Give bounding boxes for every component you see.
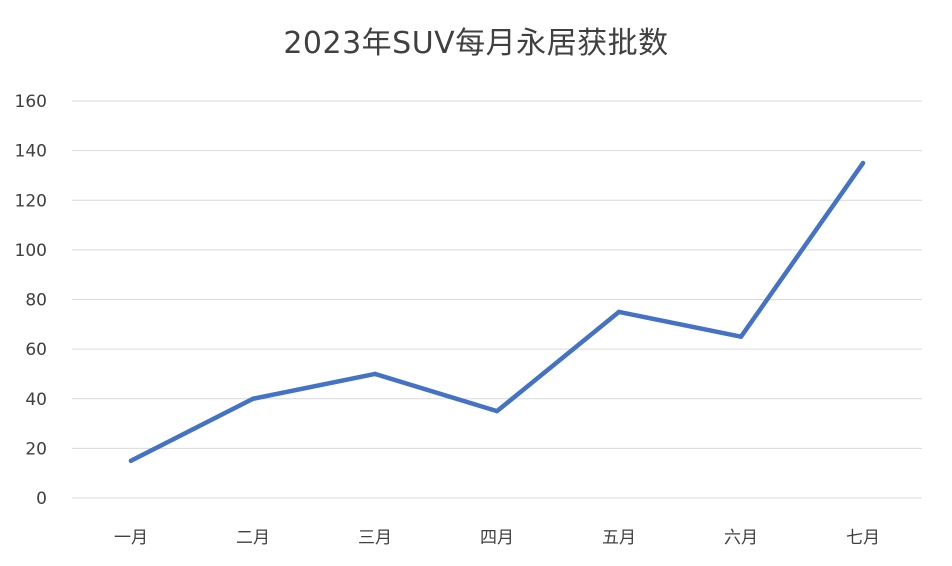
y-tick-label: 100 bbox=[15, 241, 47, 261]
data-point bbox=[494, 408, 500, 414]
data-point bbox=[616, 309, 622, 315]
chart-title: 2023年SUV每月永居获批数 bbox=[283, 26, 669, 61]
y-tick-label: 140 bbox=[15, 142, 47, 162]
y-tick-label: 160 bbox=[15, 92, 47, 112]
y-tick-label: 60 bbox=[25, 340, 47, 360]
data-point bbox=[128, 458, 134, 463]
x-tick-label: 二月 bbox=[236, 528, 270, 548]
series-line bbox=[128, 160, 866, 464]
x-tick-label: 四月 bbox=[480, 528, 514, 548]
x-tick-label: 七月 bbox=[846, 528, 880, 548]
x-tick-label: 五月 bbox=[602, 528, 636, 548]
data-point bbox=[250, 396, 256, 401]
y-tick-label: 0 bbox=[36, 489, 47, 509]
y-tick-label: 40 bbox=[25, 390, 47, 410]
x-tick-label: 一月 bbox=[114, 528, 148, 548]
y-tick-label: 20 bbox=[25, 439, 47, 459]
y-tick-label: 120 bbox=[15, 191, 47, 211]
data-point bbox=[738, 334, 744, 339]
y-tick-label: 80 bbox=[25, 291, 47, 311]
x-tick-label: 六月 bbox=[724, 528, 758, 548]
x-tick-label: 三月 bbox=[358, 528, 392, 548]
data-point bbox=[372, 371, 378, 377]
data-point bbox=[860, 160, 866, 166]
